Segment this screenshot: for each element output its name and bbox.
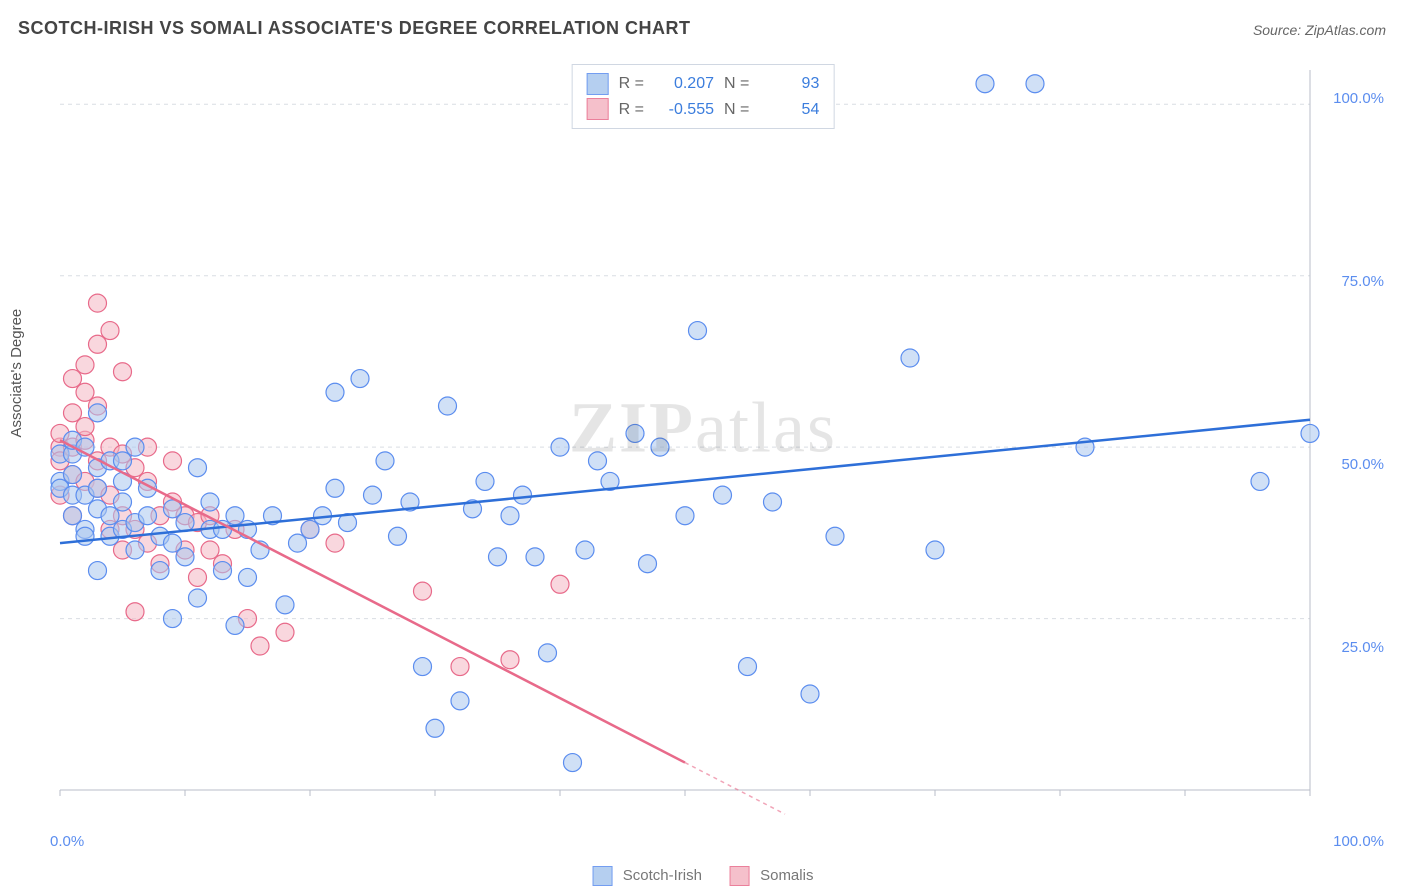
y-tick-75: 75.0% [1341, 273, 1384, 290]
y-tick-50: 50.0% [1341, 456, 1384, 473]
source-credit: Source: ZipAtlas.com [1253, 22, 1386, 38]
legend-swatch-blue [593, 866, 613, 886]
legend-label-pink: Somalis [760, 867, 813, 884]
stats-r-pink: -0.555 [654, 97, 714, 123]
stats-legend: R = 0.207 N = 93 R = -0.555 N = 54 [572, 64, 835, 129]
stats-n-blue: 93 [759, 71, 819, 97]
stats-n-label2: N = [724, 97, 749, 123]
stats-r-blue: 0.207 [654, 71, 714, 97]
x-tick-100: 100.0% [1333, 833, 1384, 850]
y-tick-100: 100.0% [1333, 90, 1384, 107]
y-axis-label: Associate's Degree [8, 309, 25, 438]
stats-r-label: R = [619, 71, 644, 97]
y-tick-25: 25.0% [1341, 639, 1384, 656]
stats-swatch-blue [587, 73, 609, 95]
series-legend: Scotch-Irish Somalis [593, 866, 814, 886]
legend-item-pink: Somalis [730, 866, 814, 886]
stats-n-pink: 54 [759, 97, 819, 123]
x-tick-0: 0.0% [50, 833, 84, 850]
stats-r-label2: R = [619, 97, 644, 123]
chart-title: SCOTCH-IRISH VS SOMALI ASSOCIATE'S DEGRE… [18, 18, 690, 39]
stats-row-blue: R = 0.207 N = 93 [587, 71, 820, 97]
stats-n-label: N = [724, 71, 749, 97]
legend-swatch-pink [730, 866, 750, 886]
plot-area [50, 60, 1370, 820]
legend-label-blue: Scotch-Irish [623, 867, 702, 884]
stats-swatch-pink [587, 98, 609, 120]
stats-row-pink: R = -0.555 N = 54 [587, 97, 820, 123]
scatter-chart [50, 60, 1370, 820]
legend-item-blue: Scotch-Irish [593, 866, 702, 886]
